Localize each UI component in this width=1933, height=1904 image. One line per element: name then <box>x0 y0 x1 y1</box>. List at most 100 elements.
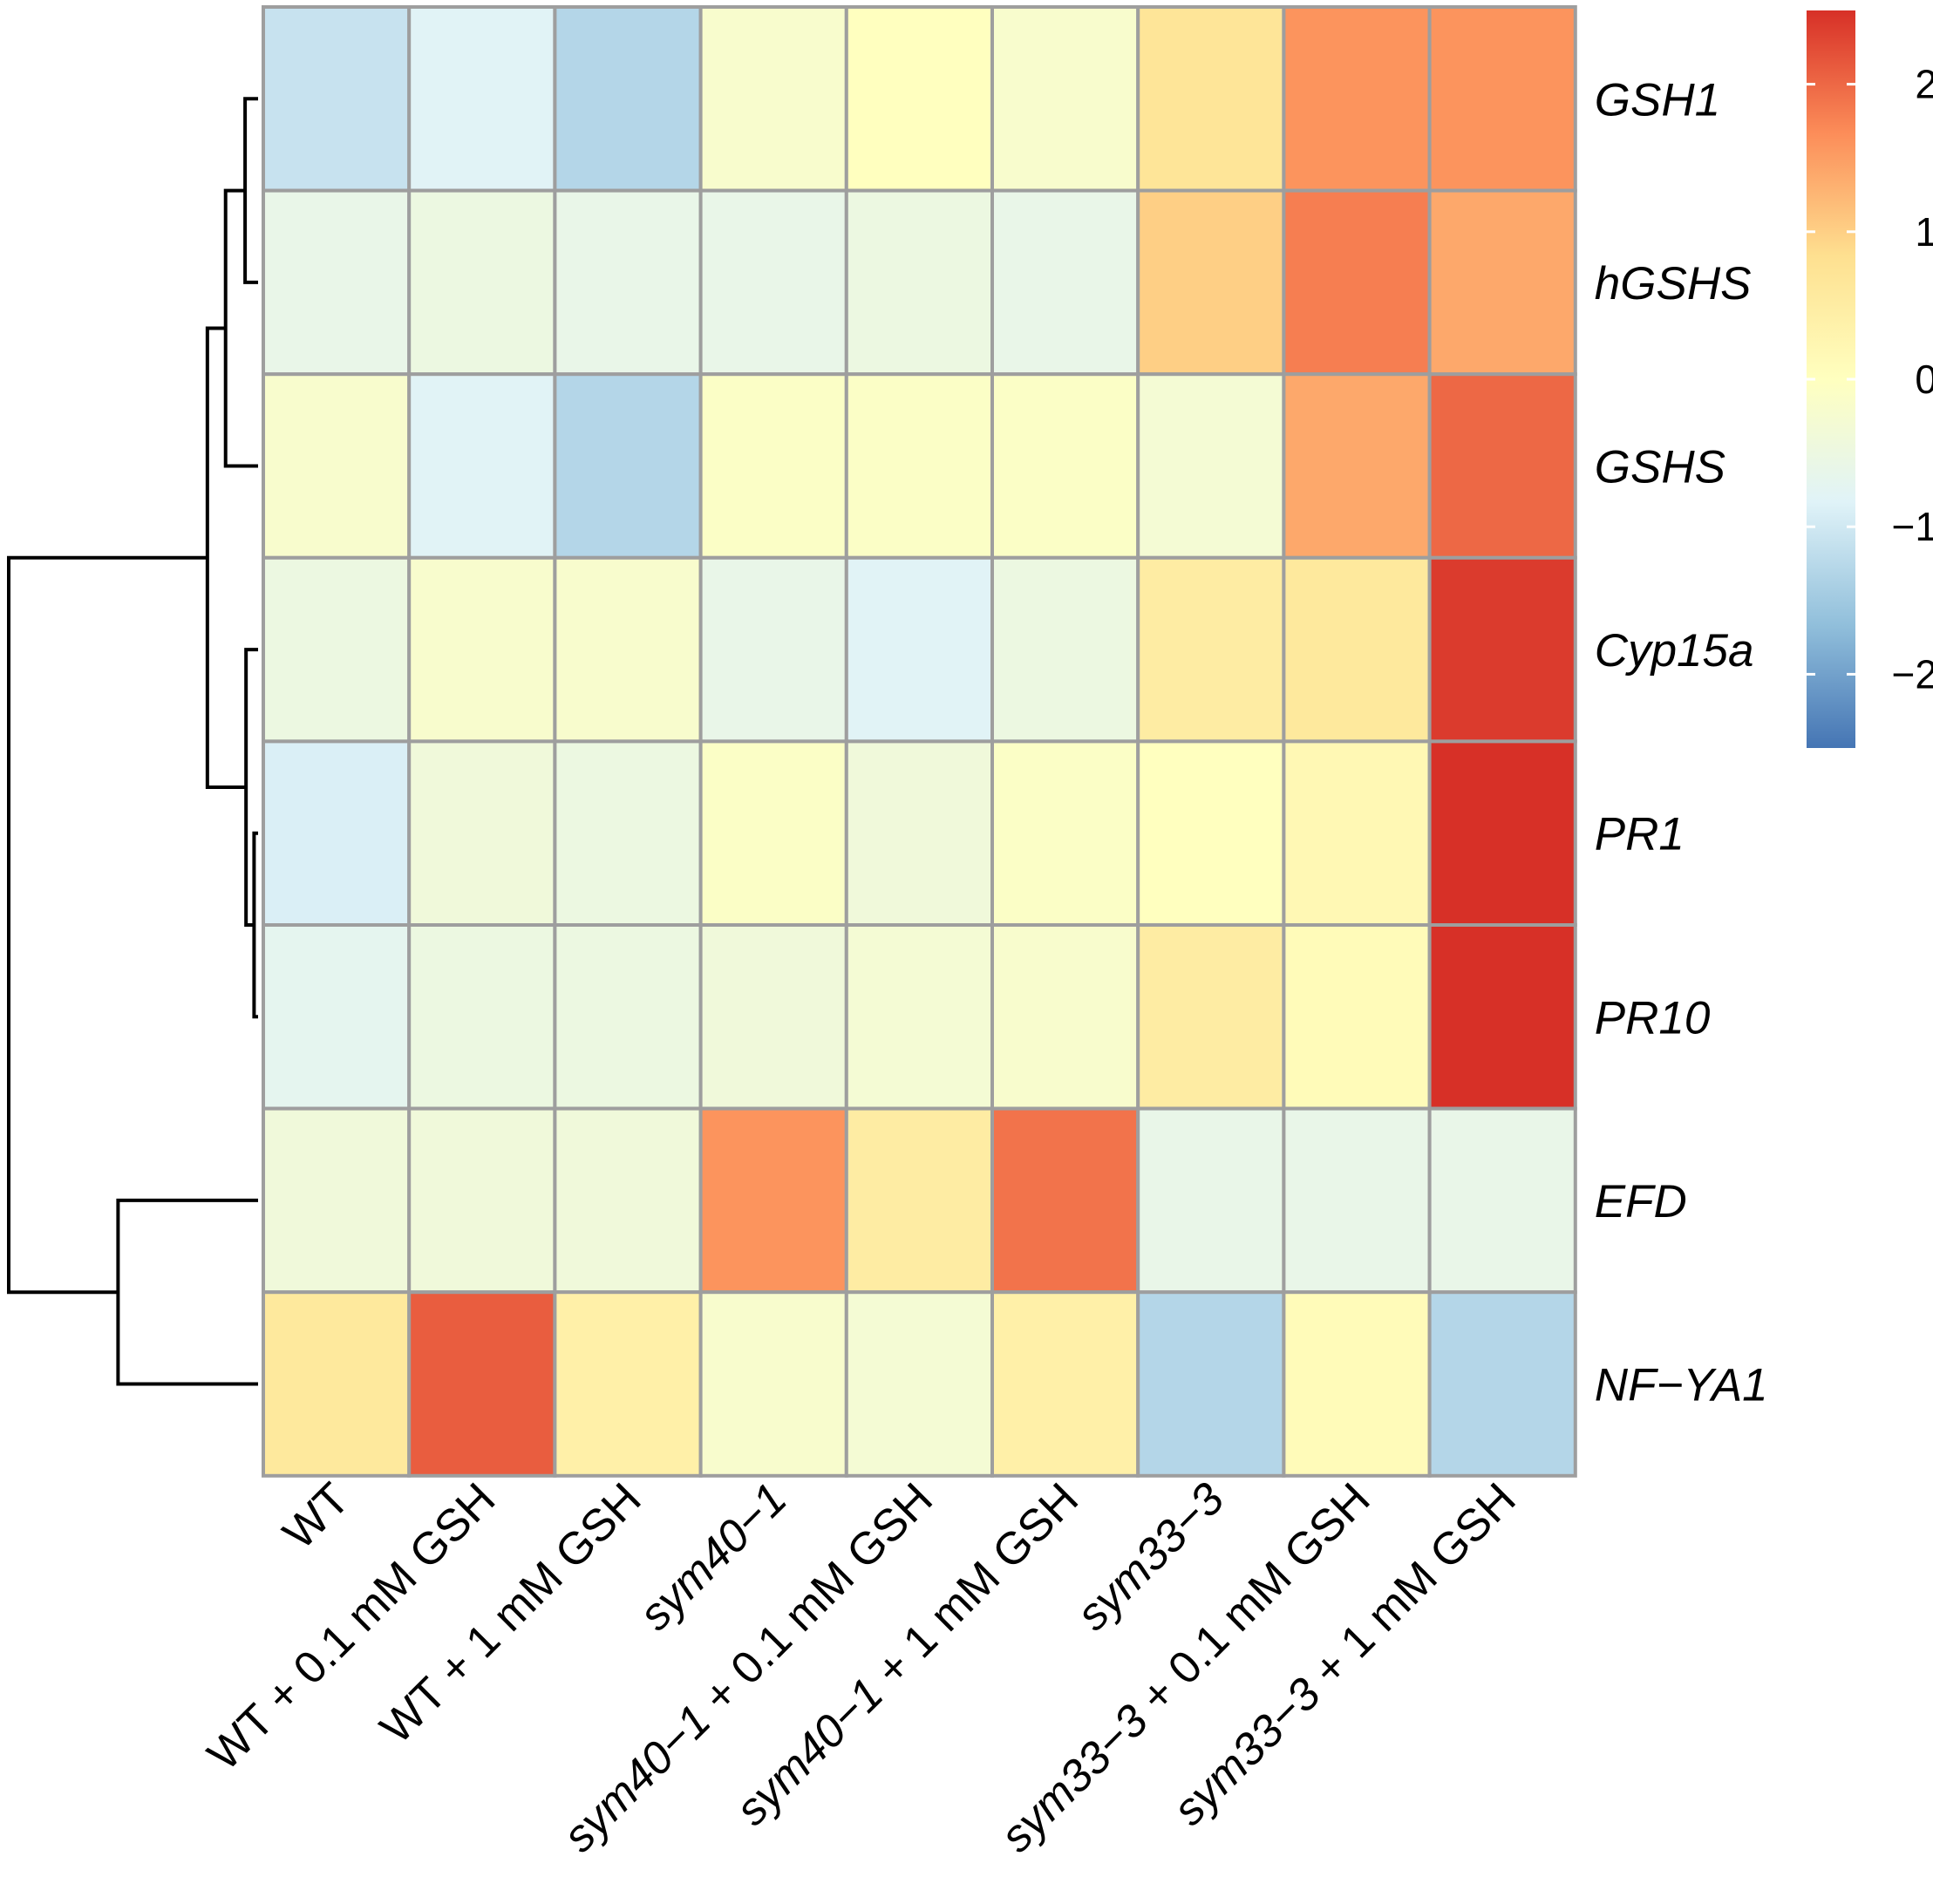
row-label: PR1 <box>1595 809 1685 860</box>
row-label: NF−YA1 <box>1595 1360 1768 1411</box>
heatmap-cell <box>990 555 1140 744</box>
heatmap-cell <box>1282 372 1432 560</box>
heatmap-cell <box>553 1290 703 1478</box>
heatmap-cell <box>1282 923 1432 1111</box>
heatmap-cell <box>407 372 557 560</box>
heatmap-cell <box>990 923 1140 1111</box>
heatmap-cell <box>698 1106 848 1295</box>
dendrogram-branch <box>7 555 208 1295</box>
heatmap-cell <box>1427 923 1577 1111</box>
legend-ticks: 2 1 0 −1 −2 <box>1807 62 1933 697</box>
heatmap-cell <box>1282 188 1432 377</box>
heatmap-cell <box>698 1290 848 1478</box>
legend-tick-label: 1 <box>1915 209 1933 255</box>
legend-tick-label: 2 <box>1915 62 1933 107</box>
legend-tick-label: 0 <box>1915 357 1933 402</box>
heatmap-cell <box>990 188 1140 377</box>
heatmap-cell <box>262 1290 412 1478</box>
dendrogram-branch <box>116 1198 258 1386</box>
heatmap-cell <box>1282 1106 1432 1295</box>
heatmap-cell <box>1282 739 1432 928</box>
row-label: EFD <box>1595 1176 1687 1227</box>
heatmap-cell <box>1136 5 1286 193</box>
heatmap-cell <box>553 188 703 377</box>
heatmap-cell <box>1136 1290 1286 1478</box>
heatmap-cell <box>1136 1106 1286 1295</box>
dendrogram-branch <box>252 831 258 1019</box>
row-label: GSH1 <box>1595 74 1720 126</box>
heatmap-cell <box>1136 555 1286 744</box>
heatmap-cell <box>990 739 1140 928</box>
heatmap-cell <box>407 739 557 928</box>
row-dendrogram <box>7 97 258 1386</box>
heatmap-cell <box>553 739 703 928</box>
heatmap-cell <box>1427 5 1577 193</box>
heatmap-cell <box>1136 923 1286 1111</box>
dendrogram-branch <box>244 648 258 927</box>
heatmap-cell <box>698 739 848 928</box>
heatmap-cell <box>990 1290 1140 1478</box>
column-label: WT + 0.1 mM GSH <box>198 1473 505 1780</box>
heatmap-cell <box>698 188 848 377</box>
heatmap-cell <box>262 372 412 560</box>
heatmap-cell <box>990 5 1140 193</box>
color-legend: 2 1 0 −1 −2 <box>1807 10 1933 748</box>
row-label: Cyp15a <box>1595 625 1754 677</box>
heatmap-cell <box>262 555 412 744</box>
heatmap-cell <box>1136 188 1286 377</box>
column-label: WT + 1 mM GSH <box>371 1473 650 1753</box>
heatmap-cell <box>262 5 412 193</box>
dendrogram-branch <box>243 97 258 284</box>
heatmap-cell <box>1427 188 1577 377</box>
heatmap-cell <box>407 1290 557 1478</box>
heatmap-cell <box>698 555 848 744</box>
dendrogram-branch <box>223 188 258 468</box>
heatmap-cell <box>553 1106 703 1295</box>
heatmap-cell <box>553 5 703 193</box>
heatmap-cell <box>1282 1290 1432 1478</box>
row-label: GSHS <box>1595 442 1725 493</box>
column-label: WT <box>274 1473 359 1559</box>
heatmap-cell <box>844 923 994 1111</box>
heatmap-cell <box>1282 555 1432 744</box>
heatmap-cell <box>844 739 994 928</box>
row-labels: GSH1 hGSHS GSHS Cyp15a PR1 PR10 EFD NF−YA1 <box>1595 74 1768 1411</box>
heatmap-cell <box>698 923 848 1111</box>
heatmap-cell <box>1427 739 1577 928</box>
heatmap-cell <box>1136 372 1286 560</box>
heatmap-cell <box>1136 739 1286 928</box>
heatmap-cell <box>262 739 412 928</box>
heatmap-cell <box>698 372 848 560</box>
heatmap-cell <box>407 1106 557 1295</box>
heatmap-cell <box>990 1106 1140 1295</box>
heatmap-cell <box>407 5 557 193</box>
heatmap-cell <box>844 555 994 744</box>
heatmap-cells <box>262 5 1577 1478</box>
heatmap-cell <box>1282 5 1432 193</box>
heatmap-cell <box>990 372 1140 560</box>
heatmap-cell <box>262 188 412 377</box>
heatmap-cell <box>698 5 848 193</box>
heatmap-cell <box>1427 1106 1577 1295</box>
heatmap-cell <box>844 1106 994 1295</box>
heatmap-cell <box>844 372 994 560</box>
heatmap-cell <box>844 188 994 377</box>
row-label: hGSHS <box>1595 258 1752 309</box>
legend-tick-label: −2 <box>1892 651 1933 697</box>
heatmap-cell <box>553 923 703 1111</box>
heatmap-cell <box>553 372 703 560</box>
heatmap-cell <box>407 923 557 1111</box>
heatmap-cell <box>553 555 703 744</box>
heatmap-cell <box>844 1290 994 1478</box>
heatmap-cell <box>844 5 994 193</box>
heatmap-cell <box>407 188 557 377</box>
heatmap-cell <box>407 555 557 744</box>
heatmap-cell <box>262 1106 412 1295</box>
heatmap-cell <box>1427 372 1577 560</box>
heatmap-cell <box>1427 1290 1577 1478</box>
heatmap-cell <box>1427 555 1577 744</box>
row-label: PR10 <box>1595 992 1711 1044</box>
heatmap-cell <box>262 923 412 1111</box>
